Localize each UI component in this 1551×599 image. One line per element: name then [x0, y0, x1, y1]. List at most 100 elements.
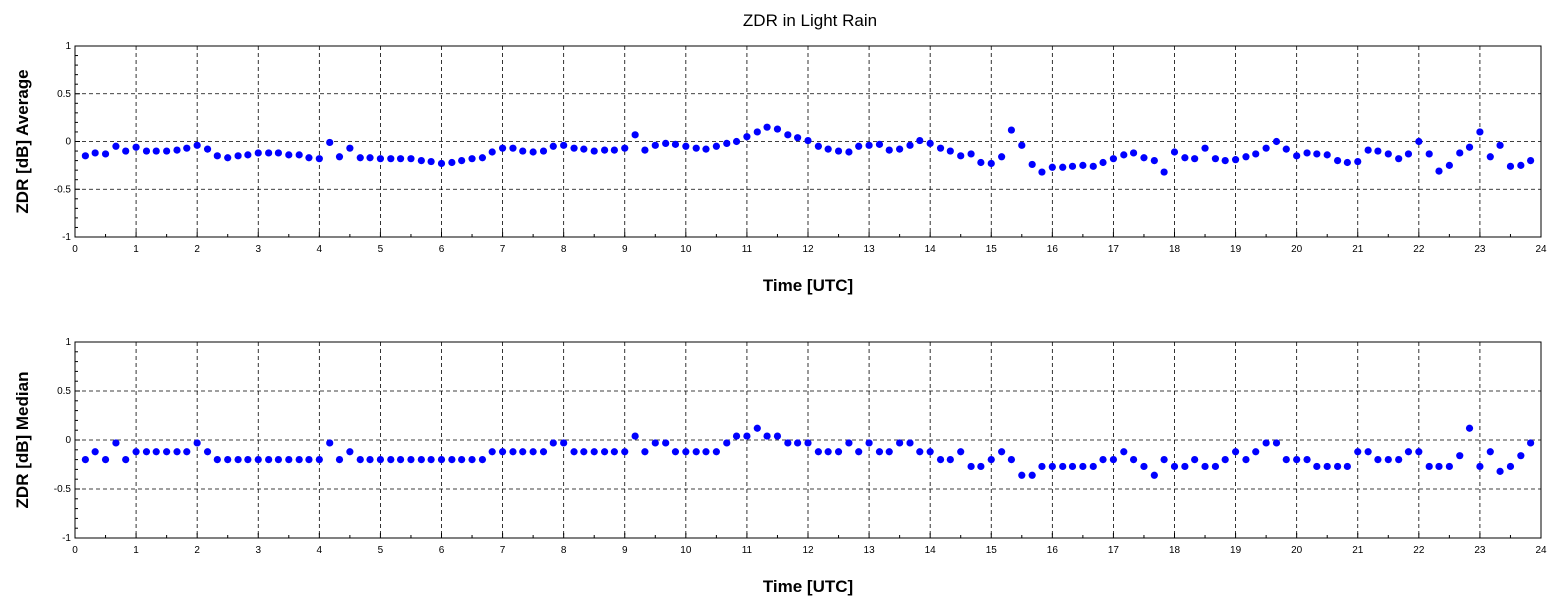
x-tick-label: 12	[802, 545, 814, 556]
data-point	[1191, 456, 1199, 464]
y-tick-label: -0.5	[54, 184, 72, 195]
data-point	[1272, 439, 1281, 447]
data-point	[305, 154, 313, 162]
data-point	[1160, 456, 1168, 464]
data-point	[509, 144, 517, 152]
data-point	[91, 448, 99, 456]
data-point	[906, 141, 914, 149]
data-point	[1506, 162, 1515, 170]
data-point	[651, 439, 659, 447]
data-point	[916, 136, 924, 145]
data-point	[346, 448, 354, 456]
data-point	[1059, 462, 1067, 471]
data-point	[906, 439, 914, 447]
data-point	[763, 123, 771, 131]
data-point	[1496, 141, 1504, 149]
data-point	[1445, 161, 1453, 169]
x-tick-label: 9	[622, 545, 628, 556]
data-point	[1099, 158, 1107, 167]
data-point	[1527, 439, 1535, 447]
data-point	[549, 439, 557, 447]
data-point	[610, 448, 618, 456]
x-tick-label: 11	[742, 545, 753, 556]
data-point	[265, 149, 273, 157]
data-point	[122, 147, 130, 155]
data-point	[967, 462, 975, 471]
data-point	[957, 448, 965, 456]
data-point	[885, 146, 893, 154]
data-point	[173, 448, 181, 456]
data-point	[560, 141, 568, 149]
data-point	[773, 125, 782, 133]
data-point	[1395, 155, 1403, 163]
data-point	[753, 424, 761, 432]
data-point	[539, 448, 548, 456]
data-point	[1018, 141, 1026, 149]
data-point	[1333, 157, 1342, 165]
data-point	[356, 154, 364, 162]
data-point	[723, 139, 731, 148]
data-point	[743, 133, 751, 141]
x-tick-label: 5	[378, 244, 384, 255]
data-point	[387, 155, 395, 163]
data-point	[81, 152, 89, 160]
y-tick-label: 0	[65, 137, 71, 148]
data-point	[1170, 462, 1179, 471]
data-point	[274, 149, 283, 157]
data-point	[478, 456, 487, 464]
data-point	[437, 159, 446, 168]
data-point	[1364, 146, 1372, 154]
data-point	[1068, 462, 1077, 471]
data-point	[203, 448, 212, 456]
data-point	[1007, 456, 1016, 464]
x-tick-label: 8	[561, 244, 567, 255]
x-tick-label: 8	[561, 545, 567, 556]
data-point	[376, 456, 385, 464]
data-point	[926, 139, 934, 148]
x-tick-label: 6	[439, 545, 445, 556]
data-point	[1221, 456, 1229, 464]
data-point	[1028, 471, 1036, 479]
data-point	[498, 448, 507, 456]
x-tick-label: 3	[255, 244, 261, 255]
data-point	[671, 140, 680, 148]
data-point	[916, 448, 924, 456]
data-point	[682, 142, 690, 150]
x-tick-label: 16	[1047, 244, 1059, 255]
y-tick-label: 0.5	[57, 89, 71, 100]
x-axis-label: Time [UTC]	[763, 577, 853, 596]
data-point	[142, 448, 151, 456]
x-tick-label: 11	[742, 244, 753, 255]
x-tick-label: 1	[133, 545, 139, 556]
chart-title: ZDR in Light Rain	[743, 11, 877, 30]
data-point	[1293, 152, 1301, 160]
data-point	[1354, 157, 1362, 166]
data-point	[1486, 153, 1494, 161]
x-tick-label: 7	[500, 244, 506, 255]
data-point	[417, 157, 425, 165]
data-point	[855, 142, 863, 150]
data-point	[1262, 144, 1270, 152]
data-point	[1120, 151, 1128, 159]
data-point	[1018, 471, 1026, 479]
data-point	[254, 456, 262, 464]
data-point	[315, 155, 323, 163]
data-point	[356, 456, 364, 464]
x-tick-label: 15	[986, 244, 998, 255]
data-point	[468, 456, 476, 464]
data-point	[794, 439, 802, 447]
data-point	[91, 149, 99, 157]
data-point	[987, 159, 995, 168]
x-tick-label: 13	[864, 545, 876, 556]
x-tick-label: 10	[680, 244, 692, 255]
x-tick-label: 21	[1352, 545, 1364, 556]
data-point	[1517, 452, 1525, 460]
data-point	[1201, 144, 1209, 152]
x-tick-label: 20	[1291, 244, 1303, 255]
data-point	[600, 146, 609, 154]
data-point	[671, 448, 680, 456]
x-tick-label: 17	[1108, 244, 1120, 255]
data-point	[224, 456, 232, 464]
y-tick-label: -0.5	[54, 484, 72, 495]
x-tick-label: 7	[500, 545, 506, 556]
